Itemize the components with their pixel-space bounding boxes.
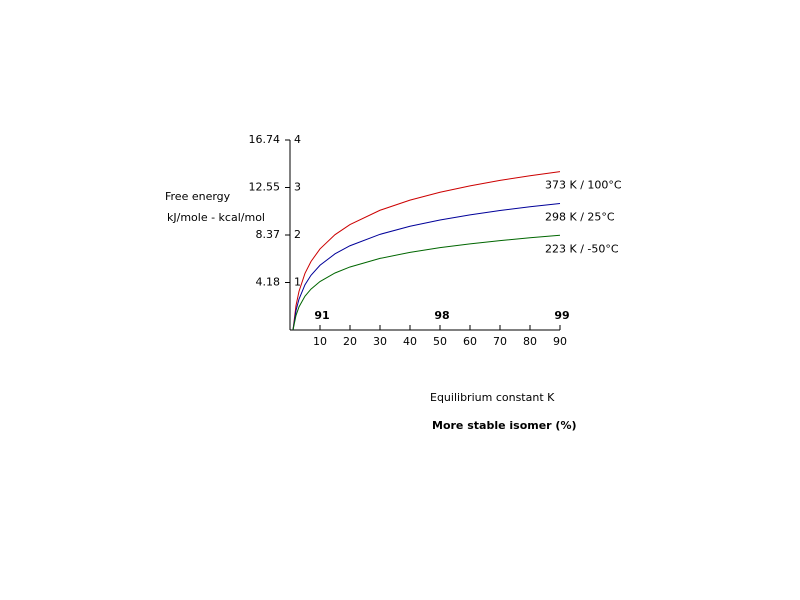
y-tick-label: 2: [294, 228, 301, 241]
series-line: [292, 171, 561, 331]
legend-label: 373 K / 100°C: [545, 179, 622, 192]
percent-tick-label: 99: [554, 309, 569, 322]
x-tick-label: 80: [523, 335, 537, 348]
x-tick-label: 60: [463, 335, 477, 348]
x-tick-label: 90: [553, 335, 567, 348]
x-tick-label: 70: [493, 335, 507, 348]
y-kj-tick-label: 16.74: [249, 133, 281, 146]
y-tick-label: 3: [294, 181, 301, 194]
y-kj-tick-label: 4.18: [256, 276, 281, 289]
percent-tick-label: 91: [314, 309, 329, 322]
y-unit-label: kJ/mole - kcal/mol: [167, 211, 265, 224]
y-tick-label: 1: [294, 276, 301, 289]
x2-label: More stable isomer (%): [432, 419, 577, 432]
x-tick-label: 30: [373, 335, 387, 348]
y-kj-tick-label: 12.55: [249, 181, 281, 194]
y-label: Free energy: [165, 190, 231, 203]
x-tick-label: 50: [433, 335, 447, 348]
percent-tick-label: 98: [434, 309, 449, 322]
x-tick-label: 40: [403, 335, 417, 348]
y-tick-label: 4: [294, 133, 301, 146]
x-tick-label: 10: [313, 335, 327, 348]
series-line: [292, 202, 561, 331]
x-label: Equilibrium constant K: [430, 391, 555, 404]
legend-label: 223 K / -50°C: [545, 242, 619, 255]
y-kj-tick-label: 8.37: [256, 228, 281, 241]
legend-label: 298 K / 25°C: [545, 210, 615, 223]
series-line: [292, 234, 561, 331]
x-tick-label: 20: [343, 335, 357, 348]
